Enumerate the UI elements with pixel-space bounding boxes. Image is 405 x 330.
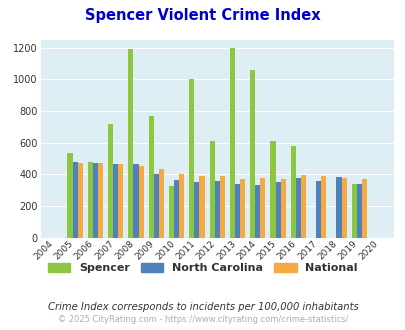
Bar: [179, 174, 184, 238]
Bar: [133, 164, 138, 238]
Bar: [295, 178, 300, 238]
Bar: [219, 176, 224, 238]
Bar: [361, 179, 366, 238]
Bar: [234, 184, 239, 238]
Legend: Spencer, North Carolina, National: Spencer, North Carolina, National: [48, 263, 357, 273]
Bar: [153, 174, 158, 238]
Bar: [72, 162, 77, 238]
Bar: [128, 49, 133, 238]
Bar: [194, 182, 199, 238]
Bar: [209, 141, 214, 238]
Bar: [113, 164, 118, 238]
Bar: [300, 175, 305, 238]
Bar: [199, 176, 204, 238]
Bar: [290, 146, 295, 238]
Bar: [280, 179, 285, 238]
Text: © 2025 CityRating.com - https://www.cityrating.com/crime-statistics/: © 2025 CityRating.com - https://www.city…: [58, 315, 347, 324]
Bar: [118, 164, 123, 238]
Bar: [315, 181, 320, 238]
Text: Crime Index corresponds to incidents per 100,000 inhabitants: Crime Index corresponds to incidents per…: [47, 302, 358, 312]
Bar: [138, 166, 143, 238]
Bar: [158, 170, 164, 238]
Bar: [320, 176, 326, 238]
Bar: [77, 163, 83, 238]
Bar: [214, 181, 219, 238]
Bar: [229, 48, 234, 238]
Bar: [270, 141, 275, 238]
Bar: [93, 163, 98, 238]
Bar: [189, 79, 194, 238]
Text: Spencer Violent Crime Index: Spencer Violent Crime Index: [85, 8, 320, 23]
Bar: [168, 186, 174, 238]
Bar: [260, 178, 265, 238]
Bar: [336, 178, 341, 238]
Bar: [341, 178, 346, 238]
Bar: [249, 70, 255, 238]
Bar: [275, 182, 280, 238]
Bar: [98, 163, 103, 238]
Bar: [356, 184, 361, 238]
Bar: [255, 185, 260, 238]
Bar: [351, 184, 356, 238]
Bar: [87, 162, 93, 238]
Bar: [67, 153, 72, 238]
Bar: [174, 180, 179, 238]
Bar: [239, 179, 245, 238]
Bar: [108, 123, 113, 238]
Bar: [148, 115, 153, 238]
